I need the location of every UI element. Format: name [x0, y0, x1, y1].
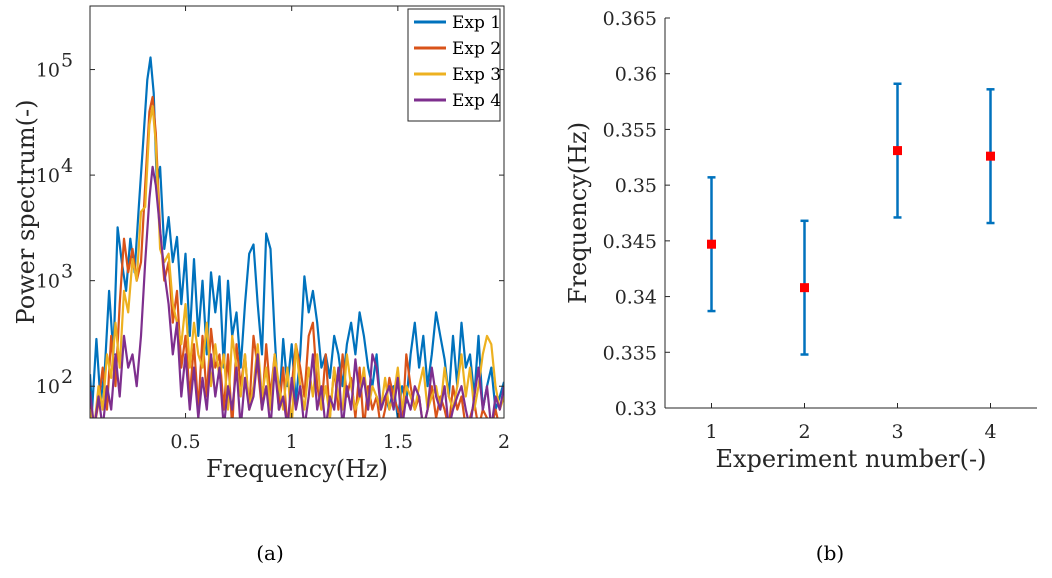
- y-tick-label-b: 0.36: [615, 64, 657, 86]
- errorbar-exp-2: [800, 219, 809, 356]
- x-tick-label-a: 0.5: [170, 431, 200, 453]
- y-tick-label-a: 10: [36, 376, 60, 398]
- mean-marker: [893, 146, 902, 156]
- y-tick-label-b: 0.355: [603, 119, 657, 141]
- errorbar-exp-3: [893, 82, 902, 219]
- chart-b: 1 2 3 4 0.33 0.335 0.34 0.345 0.35 0.355 0.36 0.365…: [564, 8, 1037, 565]
- mean-marker: [707, 239, 716, 249]
- x-tick-label-b: 1: [705, 421, 717, 443]
- caption-b: (b): [816, 541, 844, 565]
- y-axis-label-b: Frequency(Hz): [564, 122, 592, 304]
- mean-marker: [986, 151, 995, 161]
- x-tick-label-b: 2: [798, 421, 810, 443]
- errorbar-points-b: [707, 82, 995, 356]
- x-tick-label-b: 3: [891, 421, 903, 443]
- y-tick-label-b: 0.345: [603, 231, 657, 253]
- legend-label-exp-2: Exp 2: [452, 39, 501, 59]
- x-axis-label-b: Experiment number(-): [715, 445, 986, 473]
- y-tick-label-a: 10: [36, 165, 60, 187]
- errorbar-exp-1: [707, 176, 716, 313]
- series-lines-a: [90, 56, 504, 418]
- y-axis-label-a: Power spectrum(-): [12, 100, 40, 325]
- legend-box: [407, 8, 501, 122]
- plot-area-b: [665, 18, 1037, 408]
- y-tick-exponent-a: 2: [61, 366, 73, 388]
- errorbar-exp-4: [986, 88, 995, 225]
- x-tick-label-a: 1.5: [383, 431, 413, 453]
- legend-a: Exp 1 Exp 2 Exp 3 Exp 4: [407, 8, 501, 122]
- axes-frame-a: [89, 5, 505, 419]
- y-tick-label-b: 0.35: [615, 175, 657, 197]
- y-tick-exponent-a: 3: [61, 261, 73, 283]
- legend-label-exp-1: Exp 1: [452, 13, 501, 33]
- y-tick-label-b: 0.33: [615, 398, 657, 420]
- legend-label-exp-4: Exp 4: [452, 91, 501, 111]
- y-tick-label-b: 0.365: [603, 8, 657, 30]
- y-tick-label-b: 0.335: [603, 342, 657, 364]
- y-tick-label-a: 10: [36, 271, 60, 293]
- x-tick-label-a: 2: [498, 431, 510, 453]
- y-tick-label-b: 0.34: [615, 287, 657, 309]
- x-tick-label-b: 4: [984, 421, 996, 443]
- mean-marker: [800, 283, 809, 293]
- y-tick-exponent-a: 4: [61, 155, 73, 177]
- y-tick-label-a: 10: [36, 60, 60, 82]
- y-tick-exponent-a: 5: [61, 50, 73, 72]
- x-tick-label-a: 1: [286, 431, 298, 453]
- legend-label-exp-3: Exp 3: [452, 65, 501, 85]
- ticks-b: 1 2 3 4 0.33 0.335 0.34 0.345 0.35 0.355 0.36 0.365: [603, 8, 997, 443]
- caption-a: (a): [256, 541, 284, 565]
- x-axis-label-a: Frequency(Hz): [206, 455, 388, 483]
- series-line-exp-4: [90, 165, 504, 418]
